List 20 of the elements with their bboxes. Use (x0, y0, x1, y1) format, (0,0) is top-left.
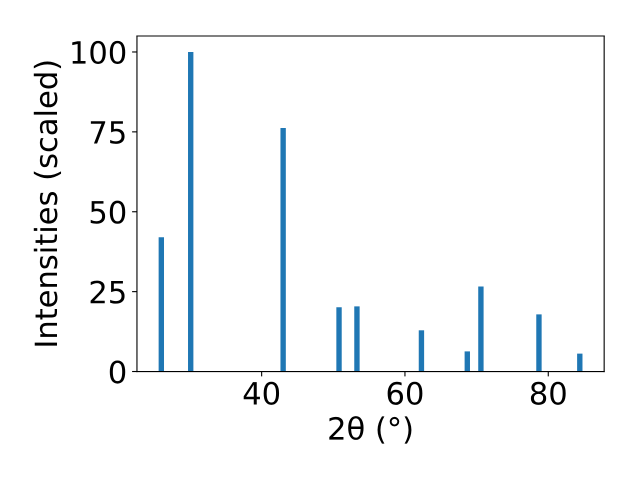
y-tick-label: 50 (90, 200, 126, 224)
x-tick-label: 80 (530, 382, 566, 405)
bar (478, 286, 484, 372)
bar (188, 52, 194, 372)
x-tick-label: 40 (244, 382, 280, 405)
bar (577, 354, 582, 372)
bar (536, 314, 542, 372)
y-tick-label: 75 (90, 121, 125, 144)
bar (336, 307, 342, 372)
bar (464, 351, 470, 372)
y-tick-label: 100 (72, 40, 126, 64)
bar (280, 128, 286, 372)
x-axis-title: 2θ (°) (329, 416, 412, 444)
bar (418, 330, 424, 372)
y-tick-label: 0 (110, 360, 126, 384)
x-tick-label: 60 (388, 382, 422, 405)
y-axis-title: Intensities (scaled) (34, 61, 62, 346)
bar (354, 306, 360, 372)
bar (158, 237, 164, 372)
y-tick-label: 25 (90, 280, 125, 304)
